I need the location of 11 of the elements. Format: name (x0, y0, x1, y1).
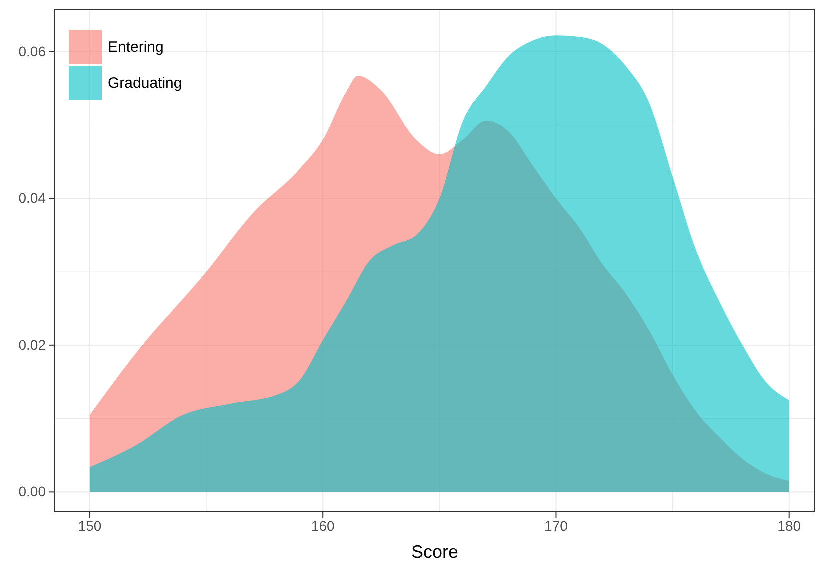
legend-label: Graduating (108, 75, 182, 92)
y-tick-label: 0.06 (18, 43, 46, 60)
x-axis-title: Score (411, 542, 459, 562)
y-tick-label: 0.02 (18, 336, 46, 353)
x-tick-label: 150 (78, 518, 102, 534)
x-tick-label: 170 (544, 518, 568, 534)
legend-label: Entering (108, 39, 164, 56)
y-tick-label: 0.04 (18, 190, 46, 206)
y-tick-label: 0.00 (18, 484, 46, 500)
x-tick-label: 160 (311, 518, 335, 534)
x-tick-label: 180 (778, 518, 802, 534)
